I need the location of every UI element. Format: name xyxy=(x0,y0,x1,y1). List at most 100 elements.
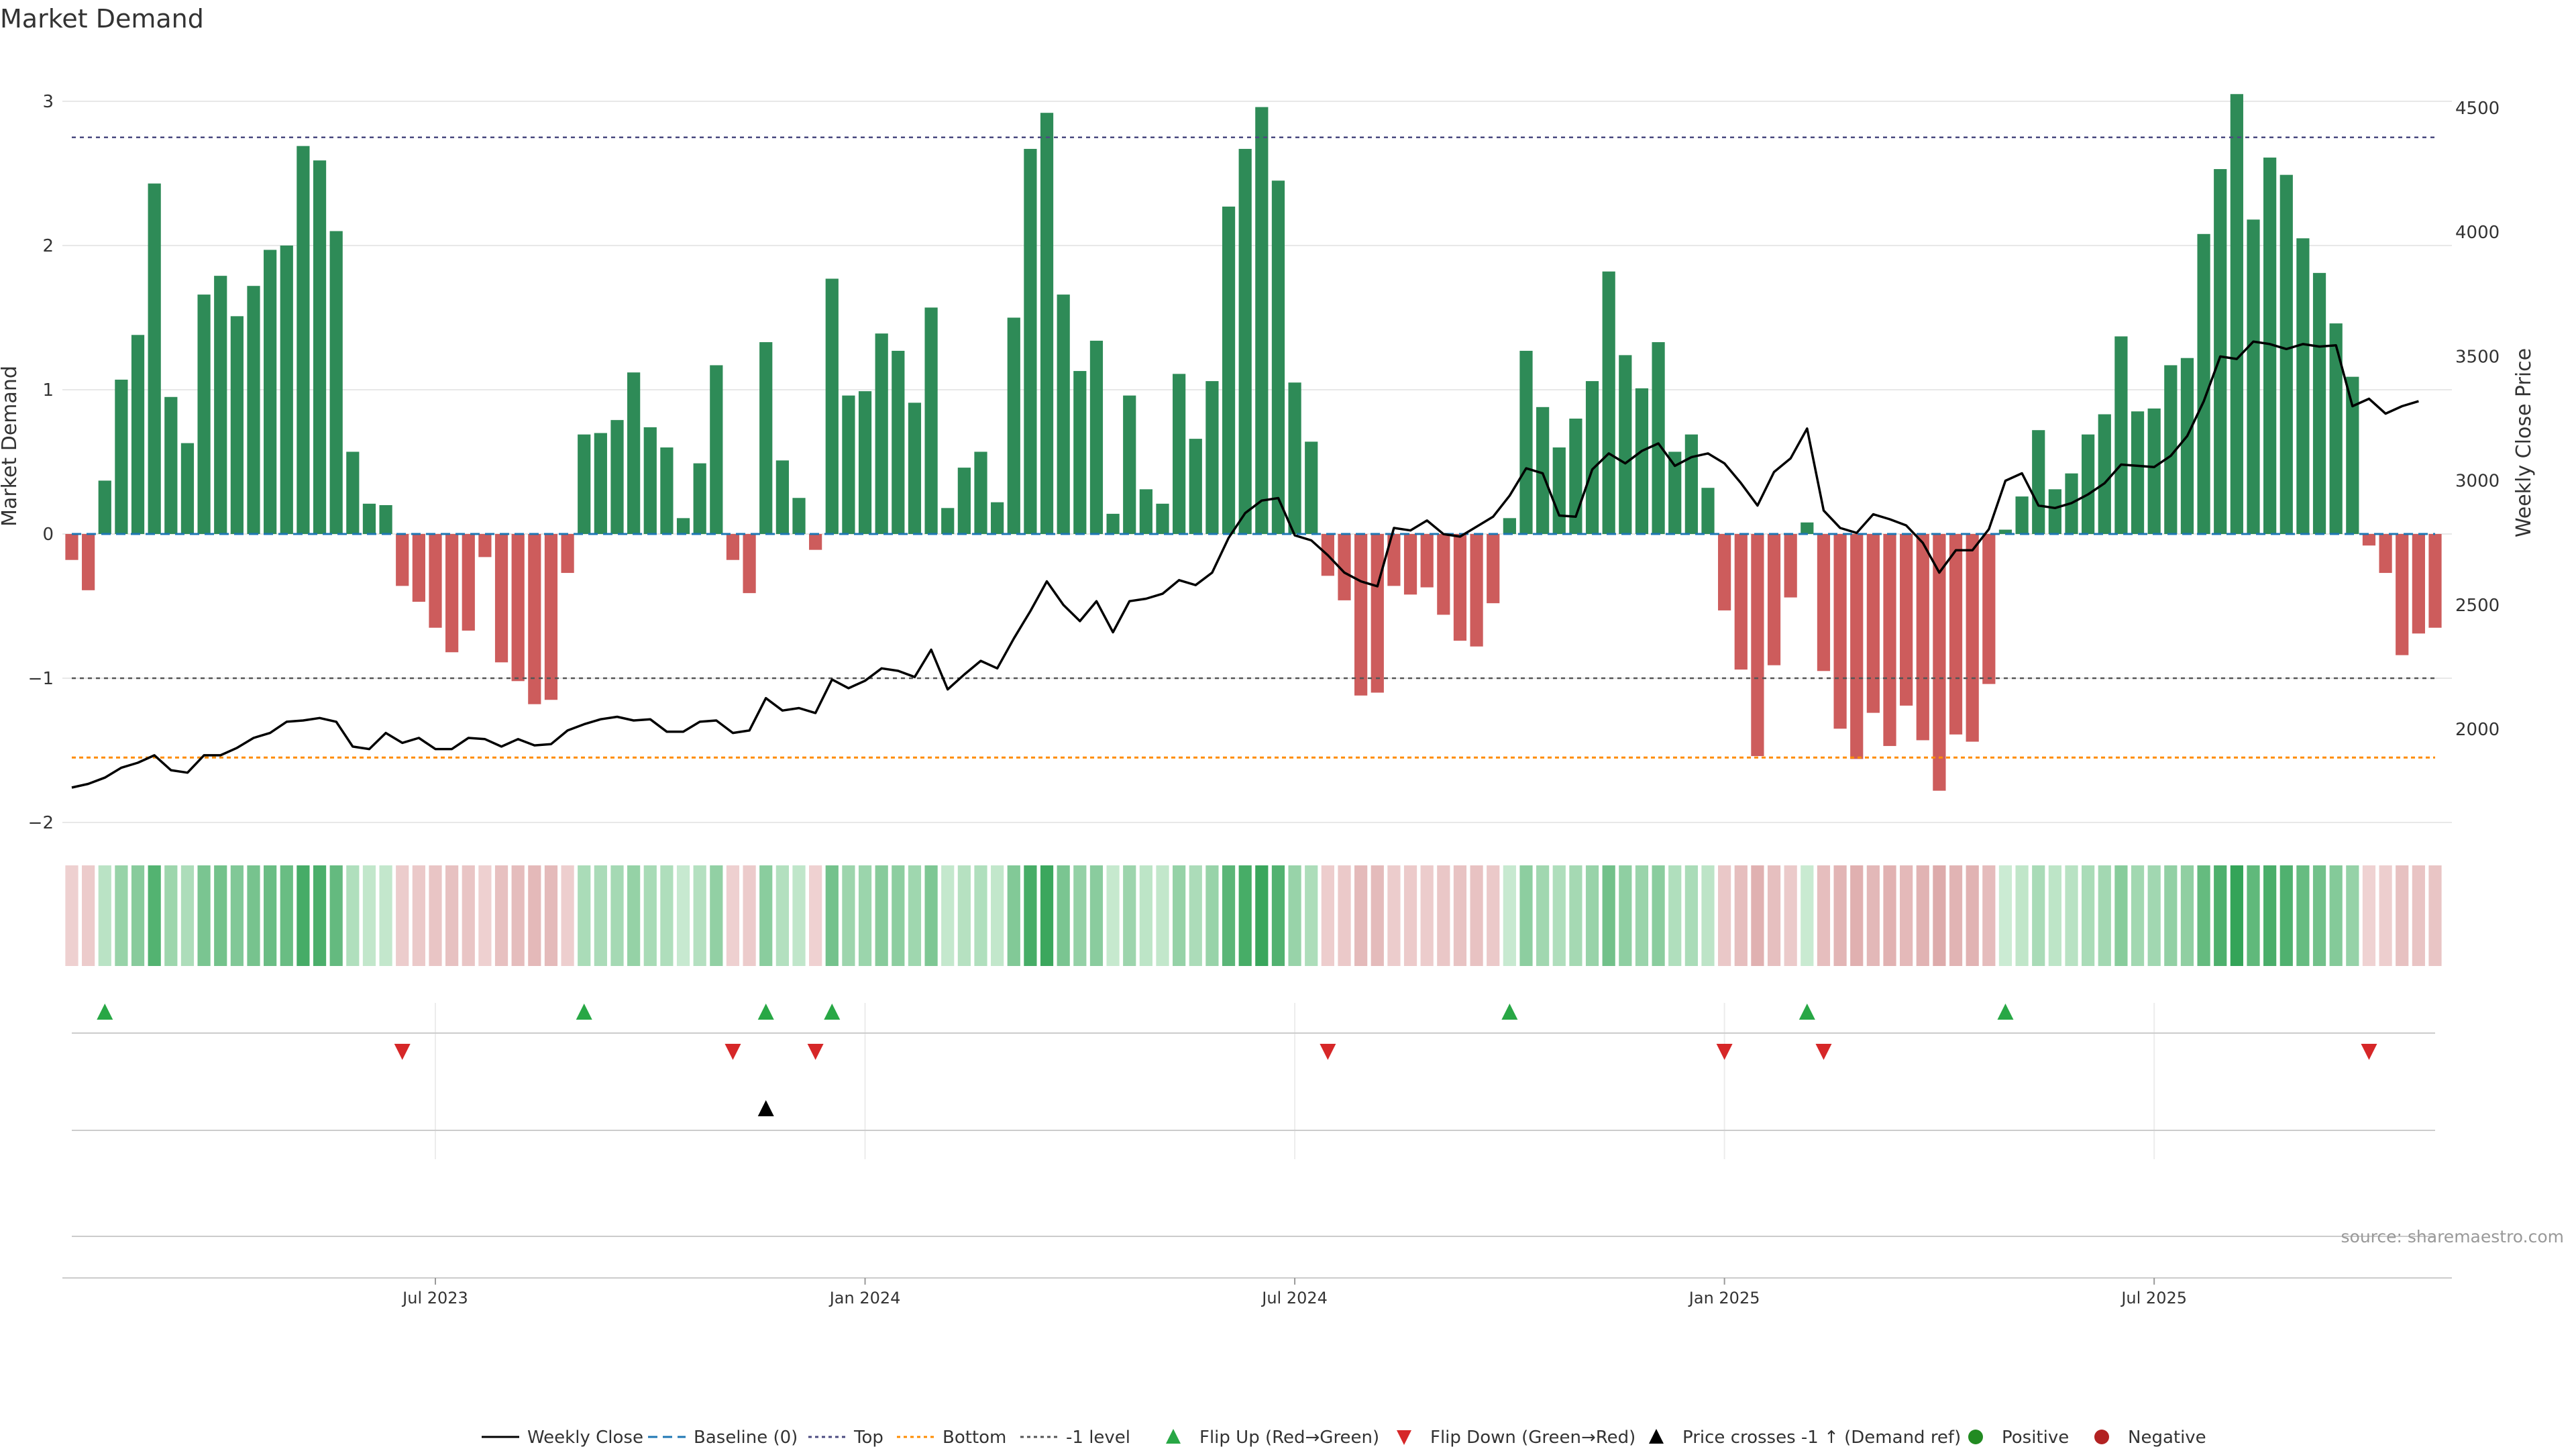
demand-bar xyxy=(842,395,855,534)
demand-bar xyxy=(1437,534,1450,615)
demand-bar xyxy=(2114,336,2128,534)
heat-cell xyxy=(1338,865,1351,966)
demand-bar xyxy=(1585,381,1599,534)
demand-bar xyxy=(2412,534,2425,634)
demand-bar xyxy=(775,460,789,534)
demand-bar xyxy=(2379,534,2392,574)
heat-cell xyxy=(1817,865,1831,966)
flip-down-marker xyxy=(394,1044,411,1060)
heat-cell xyxy=(1718,865,1731,966)
y2-tick-label: 4500 xyxy=(2455,99,2500,119)
y2-axis-title: Weekly Close Price xyxy=(2512,348,2536,537)
heat-cell xyxy=(429,865,442,966)
demand-bar xyxy=(1503,518,1516,534)
demand-bar xyxy=(759,342,773,534)
demand-bar xyxy=(1288,382,1301,534)
demand-bar xyxy=(1305,441,1318,534)
heat-cell xyxy=(494,865,508,966)
heat-cell xyxy=(1767,865,1781,966)
heat-cell xyxy=(1139,865,1152,966)
demand-heat-strip xyxy=(65,865,2442,966)
heat-cell xyxy=(164,865,178,966)
heat-cell xyxy=(1900,865,1913,966)
demand-bar xyxy=(445,534,459,653)
legend-item: Baseline (0) xyxy=(648,1428,798,1448)
flip-up-marker xyxy=(1501,1004,1518,1020)
heat-cell xyxy=(544,865,558,966)
demand-bar xyxy=(297,146,310,534)
legend-label: Positive xyxy=(2002,1428,2069,1448)
demand-bar xyxy=(1354,534,1368,696)
demand-bar xyxy=(1850,534,1864,759)
flip-down-marker xyxy=(1716,1044,1733,1060)
x-tick-label: Jul 2023 xyxy=(401,1289,468,1307)
heat-cell xyxy=(65,865,78,966)
demand-bar xyxy=(115,379,128,534)
heat-cell xyxy=(2098,865,2111,966)
demand-bar xyxy=(792,498,806,534)
y-tick-label: 2 xyxy=(42,236,54,256)
demand-bar xyxy=(1933,534,1946,791)
heat-cell xyxy=(82,865,95,966)
demand-bar xyxy=(1619,355,1632,534)
demand-bar xyxy=(991,502,1004,534)
heat-cell xyxy=(676,865,690,966)
heat-cell xyxy=(230,865,244,966)
demand-bar xyxy=(1387,534,1401,586)
heat-cell xyxy=(379,865,392,966)
demand-bar xyxy=(1817,534,1831,672)
heat-cell xyxy=(297,865,310,966)
demand-bar xyxy=(858,391,872,534)
heat-cell xyxy=(759,865,773,966)
heat-cell xyxy=(1883,865,1896,966)
heat-cell xyxy=(2247,865,2260,966)
heat-cell xyxy=(1106,865,1120,966)
heat-cell xyxy=(2362,865,2376,966)
demand-bar xyxy=(924,307,938,534)
demand-bar xyxy=(2131,411,2145,534)
heat-cell xyxy=(1701,865,1715,966)
demand-bar xyxy=(1668,451,1682,534)
demand-bar xyxy=(1602,271,1615,534)
demand-bar xyxy=(710,365,723,534)
x-tick-label: Jan 2025 xyxy=(1688,1289,1760,1307)
heat-cell xyxy=(264,865,277,966)
heat-cell xyxy=(1487,865,1500,966)
demand-bar xyxy=(164,396,178,534)
flip-up-marker xyxy=(824,1004,841,1020)
demand-bar xyxy=(65,534,78,560)
heat-cell xyxy=(1784,865,1797,966)
heat-cell xyxy=(2346,865,2359,966)
demand-bar xyxy=(362,503,376,534)
demand-bar xyxy=(1701,488,1715,534)
legend-swatch xyxy=(1649,1429,1664,1444)
demand-bar xyxy=(2396,534,2409,655)
heat-cell xyxy=(280,865,293,966)
heat-cell xyxy=(2065,865,2078,966)
demand-bar xyxy=(1519,350,1533,534)
y2-tick-label: 2500 xyxy=(2455,596,2500,616)
heat-cell xyxy=(1503,865,1516,966)
demand-bar xyxy=(1982,534,1996,684)
legend-item: Bottom xyxy=(897,1428,1006,1448)
heat-cell xyxy=(892,865,905,966)
heat-cell xyxy=(115,865,128,966)
heat-cell xyxy=(1420,865,1434,966)
heat-cell xyxy=(2114,865,2128,966)
demand-bar xyxy=(2048,489,2061,534)
demand-bar xyxy=(1998,529,2012,534)
heat-cell xyxy=(1156,865,1169,966)
heat-cell xyxy=(1519,865,1533,966)
heat-cell xyxy=(1585,865,1599,966)
heat-cell xyxy=(2048,865,2061,966)
demand-bar xyxy=(1833,534,1847,729)
heat-cell xyxy=(858,865,872,966)
heat-cell xyxy=(1321,865,1334,966)
heat-cell xyxy=(610,865,624,966)
heat-cell xyxy=(1998,865,2012,966)
demand-bar xyxy=(627,372,641,534)
demand-bar xyxy=(528,534,541,704)
heat-cell xyxy=(2379,865,2392,966)
heat-cell xyxy=(2214,865,2227,966)
